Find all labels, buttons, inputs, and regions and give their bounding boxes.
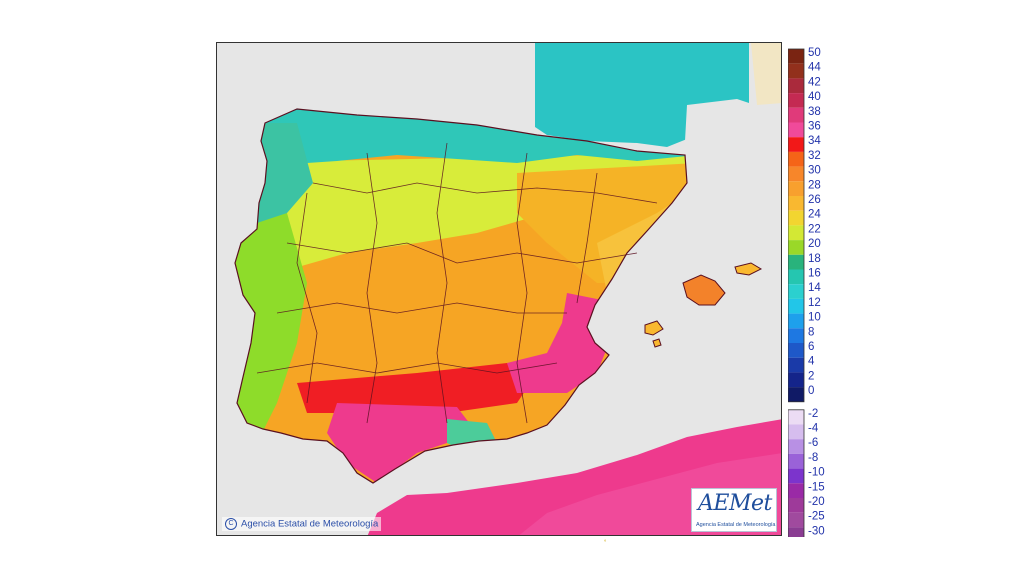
legend-label-pos-9: 28 xyxy=(808,179,821,191)
legend-label-pos-8: 30 xyxy=(808,165,821,177)
island-ibiza xyxy=(644,320,664,336)
legend-swatch-pos-7 xyxy=(788,151,804,167)
legend-label-neg-7: -25 xyxy=(808,511,825,523)
legend-swatch-pos-0 xyxy=(788,49,804,64)
legend-swatch-pos-12 xyxy=(788,225,804,241)
temperature-legend: 50 44 42 40 38 36 34 32 30 28 26 24 22 20 18 16 14 12 10 8 6… xyxy=(788,47,848,537)
legend-swatch-neg-6 xyxy=(788,498,804,513)
legend-border-positive xyxy=(788,48,805,403)
copyright-icon: C xyxy=(225,518,237,530)
province-borders xyxy=(256,142,658,424)
region-valencia-murcia xyxy=(507,293,617,393)
legend-swatch-pos-18 xyxy=(788,313,804,329)
legend-border-negative xyxy=(788,409,805,537)
legend-swatch-neg-1 xyxy=(788,424,804,440)
legend-swatch-neg-7 xyxy=(788,512,804,528)
iberia-outline xyxy=(234,108,688,484)
aemet-subtitle: Agencia Estatal de Meteorología xyxy=(696,522,776,528)
legend-label-pos-3: 40 xyxy=(808,91,821,103)
legend-label-pos-17: 12 xyxy=(808,297,821,309)
aemet-wordmark: AEMet xyxy=(698,491,772,516)
legend-label-pos-4: 38 xyxy=(808,106,821,118)
legend-swatch-pos-3 xyxy=(788,93,804,108)
region-bay-of-biscay xyxy=(535,43,749,147)
legend-label-neg-4: -10 xyxy=(808,467,825,479)
legend-label-pos-5: 36 xyxy=(808,121,821,133)
legend-swatch-pos-2 xyxy=(788,78,804,94)
region-sierra-morena xyxy=(297,363,537,413)
copyright-notice: C Agencia Estatal de Meteorología xyxy=(222,517,382,531)
legend-label-pos-12: 22 xyxy=(808,223,821,235)
legend-label-pos-20: 6 xyxy=(808,341,814,353)
legend-swatch-pos-22 xyxy=(788,372,804,388)
legend-swatch-pos-19 xyxy=(788,328,804,343)
legend-swatch-pos-11 xyxy=(788,210,804,226)
legend-label-pos-6: 34 xyxy=(808,135,821,147)
legend-label-pos-7: 32 xyxy=(808,150,821,162)
stray-mark: ° xyxy=(604,540,607,546)
region-france-coast xyxy=(685,99,749,173)
legend-swatch-pos-8 xyxy=(788,166,804,182)
legend-label-pos-15: 16 xyxy=(808,268,821,280)
legend-swatch-neg-8 xyxy=(788,527,804,537)
legend-swatch-pos-1 xyxy=(788,63,804,79)
legend-swatch-pos-13 xyxy=(788,240,804,255)
legend-label-neg-1: -4 xyxy=(808,423,819,435)
legend-swatch-neg-0 xyxy=(788,409,804,425)
legend-swatch-pos-21 xyxy=(788,357,804,373)
legend-canvas: 5044424038363432302826242220181614121086… xyxy=(788,47,825,537)
legend-swatch-pos-14 xyxy=(788,254,804,270)
island-formentera xyxy=(652,338,662,348)
region-top-right-land xyxy=(751,43,781,105)
legend-swatch-pos-5 xyxy=(788,122,804,138)
legend-label-pos-0: 50 xyxy=(808,47,821,59)
island-mallorca xyxy=(682,274,726,306)
map-canvas xyxy=(234,43,781,535)
legend-label-pos-1: 44 xyxy=(808,62,821,74)
legend-label-neg-0: -2 xyxy=(808,408,818,420)
legend-swatch-pos-17 xyxy=(788,298,804,314)
legend-label-neg-6: -20 xyxy=(808,496,825,508)
legend-label-pos-19: 8 xyxy=(808,326,814,338)
legend-label-pos-23: 0 xyxy=(808,385,814,397)
legend-label-pos-21: 4 xyxy=(808,356,815,368)
legend-label-pos-18: 10 xyxy=(808,312,821,324)
legend-label-pos-11: 24 xyxy=(808,209,821,221)
temperature-map: C Agencia Estatal de Meteorología AEMet A… xyxy=(216,42,782,536)
legend-label-neg-2: -6 xyxy=(808,437,818,449)
legend-swatch-pos-4 xyxy=(788,107,804,123)
legend-label-pos-16: 14 xyxy=(808,282,821,294)
legend-label-pos-14: 18 xyxy=(808,253,821,265)
copyright-text: Agencia Estatal de Meteorología xyxy=(241,518,379,530)
legend-swatch-neg-5 xyxy=(788,483,804,498)
legend-swatch-pos-23 xyxy=(788,387,804,402)
region-guadalquivir xyxy=(327,403,477,483)
legend-swatch-neg-4 xyxy=(788,468,804,484)
legend-label-neg-5: -15 xyxy=(808,481,825,493)
legend-swatch-pos-16 xyxy=(788,284,804,299)
legend-label-neg-3: -8 xyxy=(808,452,818,464)
legend-swatch-neg-3 xyxy=(788,453,804,469)
legend-swatch-pos-15 xyxy=(788,269,804,285)
legend-swatch-pos-20 xyxy=(788,343,804,358)
legend-swatch-pos-9 xyxy=(788,181,804,196)
legend-label-pos-13: 20 xyxy=(808,238,821,250)
legend-label-pos-2: 42 xyxy=(808,76,821,88)
legend-label-neg-8: -30 xyxy=(808,525,825,537)
legend-swatch-neg-2 xyxy=(788,439,804,454)
island-menorca xyxy=(734,262,763,276)
aemet-logo: AEMet Agencia Estatal de Meteorología xyxy=(691,488,777,532)
legend-label-pos-10: 26 xyxy=(808,194,821,206)
legend-swatch-pos-10 xyxy=(788,196,804,211)
legend-swatch-pos-6 xyxy=(788,137,804,152)
legend-label-pos-22: 2 xyxy=(808,370,814,382)
